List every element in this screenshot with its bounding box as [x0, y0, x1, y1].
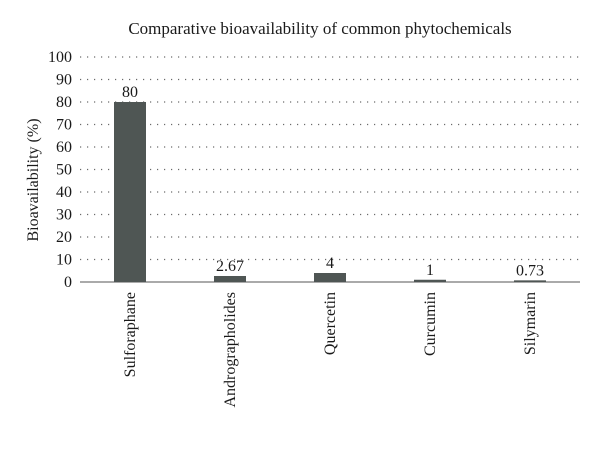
bar [514, 280, 546, 282]
y-tick-label: 60 [56, 139, 72, 156]
y-tick-label: 100 [48, 49, 72, 66]
category-label: Silymarin [522, 292, 539, 355]
bar [114, 102, 146, 282]
data-label: 80 [122, 84, 138, 101]
y-tick-label: 50 [56, 162, 72, 179]
category-label: Sulforaphane [122, 292, 139, 377]
bar [314, 273, 346, 282]
y-tick-labels: 0 10 20 30 40 50 60 70 80 90 100 [48, 49, 72, 291]
data-label: 0.73 [516, 262, 544, 279]
y-tick-label: 0 [64, 274, 72, 291]
category-label: Curcumin [422, 292, 439, 356]
category-label: Quercetin [322, 292, 339, 355]
y-tick-label: 40 [56, 184, 72, 201]
category-label: Andrographolides [222, 292, 239, 408]
gridlines [80, 56, 580, 261]
chart-title: Comparative bioavailability of common ph… [128, 19, 511, 38]
bars [114, 102, 546, 282]
y-axis-label: Bioavailability (%) [25, 118, 42, 241]
data-label: 2.67 [216, 258, 244, 275]
data-label: 1 [426, 262, 434, 279]
data-labels: 80 2.67 4 1 0.73 [122, 84, 544, 279]
y-tick-label: 20 [56, 229, 72, 246]
y-tick-label: 70 [56, 117, 72, 134]
y-tick-label: 80 [56, 94, 72, 111]
data-label: 4 [326, 255, 334, 272]
y-tick-label: 10 [56, 252, 72, 269]
bar [414, 279, 446, 282]
y-tick-label: 30 [56, 207, 72, 224]
bar [214, 275, 246, 282]
y-tick-label: 90 [56, 72, 72, 89]
category-labels: Sulforaphane Andrographolides Quercetin Cur… [122, 292, 539, 408]
